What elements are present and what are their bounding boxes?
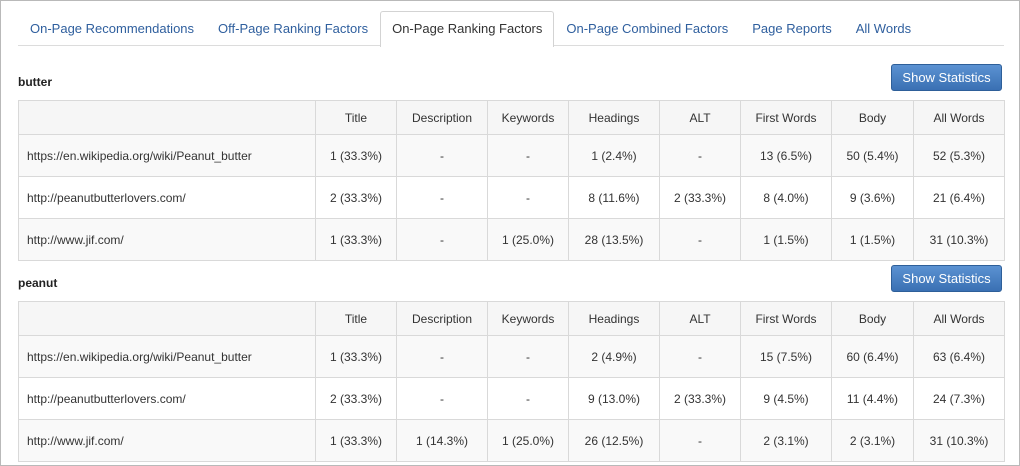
all-words-cell: 21 (6.4%) [913,176,1005,219]
all-words-cell: 52 (5.3%) [913,134,1005,177]
alt-cell: - [659,218,741,261]
tab-all-words[interactable]: All Words [855,21,912,36]
table-row: http://www.jif.com/ 1 (33.3%) - 1 (25.0%… [18,218,1005,261]
keyword-title-peanut: peanut [18,276,58,290]
all-words-cell: 63 (6.4%) [913,335,1005,378]
title-cell: 2 (33.3%) [315,377,397,420]
description-cell: - [396,218,488,261]
keyword-title-butter: butter [18,75,52,89]
all-words-cell: 31 (10.3%) [913,218,1005,261]
headings-cell: 8 (11.6%) [568,176,660,219]
url-cell: http://peanutbutterlovers.com/ [18,176,316,219]
table-row: http://peanutbutterlovers.com/ 2 (33.3%)… [18,176,1005,219]
keywords-cell: - [487,335,569,378]
title-cell: 1 (33.3%) [315,134,397,177]
column-header-alt: ALT [659,301,741,336]
url-cell: http://www.jif.com/ [18,218,316,261]
body-cell: 9 (3.6%) [831,176,914,219]
column-header-keywords: Keywords [487,100,569,135]
title-cell: 1 (33.3%) [315,419,397,462]
first-words-cell: 9 (4.5%) [740,377,832,420]
column-header-title: Title [315,100,397,135]
description-cell: - [396,335,488,378]
column-header-headings: Headings [568,301,660,336]
column-header-all-words: All Words [913,100,1005,135]
title-cell: 1 (33.3%) [315,218,397,261]
table-row: https://en.wikipedia.org/wiki/Peanut_but… [18,335,1005,378]
tab-page-reports[interactable]: Page Reports [752,21,832,36]
headings-cell: 26 (12.5%) [568,419,660,462]
column-header-url [18,301,316,336]
all-words-cell: 24 (7.3%) [913,377,1005,420]
body-cell: 1 (1.5%) [831,218,914,261]
alt-cell: - [659,419,741,462]
tab-on-page-recommendations[interactable]: On-Page Recommendations [30,21,195,36]
headings-cell: 28 (13.5%) [568,218,660,261]
all-words-cell: 31 (10.3%) [913,419,1005,462]
url-cell: http://peanutbutterlovers.com/ [18,377,316,420]
keywords-cell: 1 (25.0%) [487,218,569,261]
body-cell: 11 (4.4%) [831,377,914,420]
first-words-cell: 1 (1.5%) [740,218,832,261]
table-header-row: Title Description Keywords Headings ALT … [18,100,1005,135]
headings-cell: 1 (2.4%) [568,134,660,177]
tab-bar: On-Page Recommendations Off-Page Ranking… [18,11,1004,47]
body-cell: 50 (5.4%) [831,134,914,177]
ranking-table-peanut: Title Description Keywords Headings ALT … [18,301,1005,462]
column-header-url [18,100,316,135]
headings-cell: 2 (4.9%) [568,335,660,378]
headings-cell: 9 (13.0%) [568,377,660,420]
column-header-alt: ALT [659,100,741,135]
show-statistics-button-peanut[interactable]: Show Statistics [891,265,1002,292]
alt-cell: 2 (33.3%) [659,377,741,420]
ranking-table-butter: Title Description Keywords Headings ALT … [18,100,1005,261]
description-cell: - [396,377,488,420]
alt-cell: - [659,134,741,177]
column-header-first-words: First Words [740,100,832,135]
first-words-cell: 8 (4.0%) [740,176,832,219]
column-header-body: Body [831,301,914,336]
body-cell: 2 (3.1%) [831,419,914,462]
tab-off-page-ranking-factors[interactable]: Off-Page Ranking Factors [218,21,369,36]
url-cell: https://en.wikipedia.org/wiki/Peanut_but… [18,134,316,177]
description-cell: 1 (14.3%) [396,419,488,462]
alt-cell: 2 (33.3%) [659,176,741,219]
first-words-cell: 15 (7.5%) [740,335,832,378]
column-header-title: Title [315,301,397,336]
show-statistics-button-butter[interactable]: Show Statistics [891,64,1002,91]
alt-cell: - [659,335,741,378]
first-words-cell: 2 (3.1%) [740,419,832,462]
keywords-cell: - [487,176,569,219]
table-header-row: Title Description Keywords Headings ALT … [18,301,1005,336]
table-row: http://www.jif.com/ 1 (33.3%) 1 (14.3%) … [18,419,1005,462]
keywords-cell: - [487,134,569,177]
url-cell: http://www.jif.com/ [18,419,316,462]
column-header-description: Description [396,301,488,336]
column-header-all-words: All Words [913,301,1005,336]
description-cell: - [396,176,488,219]
column-header-headings: Headings [568,100,660,135]
url-cell: https://en.wikipedia.org/wiki/Peanut_but… [18,335,316,378]
column-header-keywords: Keywords [487,301,569,336]
column-header-description: Description [396,100,488,135]
table-row: https://en.wikipedia.org/wiki/Peanut_but… [18,134,1005,177]
tab-on-page-ranking-factors[interactable]: On-Page Ranking Factors [380,11,555,47]
column-header-body: Body [831,100,914,135]
first-words-cell: 13 (6.5%) [740,134,832,177]
keywords-cell: 1 (25.0%) [487,419,569,462]
title-cell: 1 (33.3%) [315,335,397,378]
keywords-cell: - [487,377,569,420]
column-header-first-words: First Words [740,301,832,336]
tab-on-page-combined-factors[interactable]: On-Page Combined Factors [566,21,729,36]
body-cell: 60 (6.4%) [831,335,914,378]
title-cell: 2 (33.3%) [315,176,397,219]
description-cell: - [396,134,488,177]
table-row: http://peanutbutterlovers.com/ 2 (33.3%)… [18,377,1005,420]
